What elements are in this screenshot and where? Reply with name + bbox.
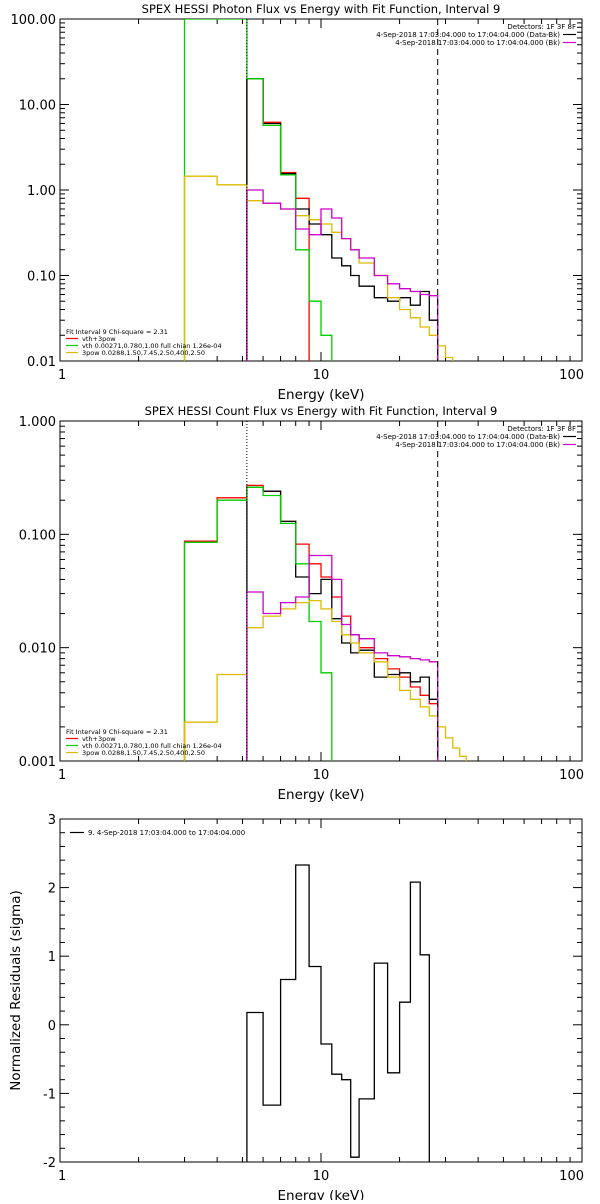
fit-legend-entry: vth 0.00271,0.780,1.00 full chian 1.26e-… bbox=[82, 742, 222, 750]
series-group bbox=[246, 864, 430, 1162]
series-line-1 bbox=[246, 78, 310, 361]
fit-legend-header: Fit Interval 9 Chi-square = 2.31 bbox=[66, 328, 168, 336]
x-tick-label: 1 bbox=[58, 768, 66, 783]
legend-header: Detectors: 1F 3F 8F bbox=[507, 23, 576, 31]
x-tick-label: 1 bbox=[58, 1169, 66, 1184]
series-line-3 bbox=[183, 486, 333, 761]
series-line-1 bbox=[183, 484, 439, 761]
series-group bbox=[183, 19, 454, 361]
x-tick-label: 1 bbox=[58, 368, 66, 383]
legend-entry: 4-Sep-2018 17:03:04.000 to 17:04:04.000 … bbox=[395, 441, 560, 449]
chart-panel-2: SPEX HESSI Count Flux vs Energy with Fit… bbox=[19, 404, 584, 803]
x-tick-label: 10 bbox=[313, 768, 330, 783]
y-tick-label: 0.001 bbox=[19, 755, 56, 770]
y-tick-label: 1 bbox=[48, 950, 56, 965]
legend-entry: 4-Sep-2018 17:03:04.000 to 17:04:04.000 … bbox=[376, 433, 560, 441]
chart-panel-1: SPEX HESSI Photon Flux vs Energy with Fi… bbox=[11, 2, 585, 403]
fit-legend-entry: vth+3pow bbox=[82, 735, 116, 743]
series-line-2 bbox=[246, 486, 439, 761]
chart-title: SPEX HESSI Count Flux vs Energy with Fit… bbox=[145, 404, 498, 418]
fit-legend-entry: 3pow 0.0288,1.50,7.45,2.50,400,2.50 bbox=[82, 349, 205, 357]
y-tick-label: 1.000 bbox=[19, 415, 56, 430]
y-tick-label: 10.00 bbox=[19, 99, 56, 114]
y-tick-label: 0 bbox=[48, 1019, 56, 1034]
y-tick-label: 0.01 bbox=[27, 355, 56, 370]
y-tick-label: 3 bbox=[48, 813, 56, 828]
x-axis-label: Energy (keV) bbox=[278, 387, 365, 403]
y-tick-label: -2 bbox=[43, 1156, 56, 1171]
x-axis-label: Energy (keV) bbox=[278, 787, 365, 803]
series-line-4 bbox=[183, 599, 467, 761]
series-line-5 bbox=[246, 554, 439, 761]
chart-title: SPEX HESSI Photon Flux vs Energy with Fi… bbox=[142, 2, 501, 16]
legend-entry: 4-Sep-2018 17:03:04.000 to 17:04:04.000 … bbox=[376, 31, 560, 39]
chart-panel-3: 1 10 100 -2 -1 0 1 2 3 Energy (keV) Normalized Res… bbox=[8, 813, 584, 1204]
x-axis-label: Energy (keV) bbox=[278, 1188, 365, 1200]
series-group bbox=[183, 484, 467, 761]
series-line-2 bbox=[246, 78, 439, 361]
x-tick-label: 100 bbox=[559, 368, 584, 383]
legend-entry: 9. 4-Sep-2018 17:03:04.000 to 17:04:04.0… bbox=[88, 829, 245, 837]
y-tick-label: 0.010 bbox=[19, 642, 56, 657]
fit-legend-entry: vth+3pow bbox=[82, 335, 116, 343]
y-tick-label: 0.10 bbox=[27, 270, 56, 285]
series-line-5 bbox=[246, 189, 439, 361]
y-tick-label: 2 bbox=[48, 882, 56, 897]
series-line-1 bbox=[246, 864, 430, 1162]
fit-legend-header: Fit Interval 9 Chi-square = 2.31 bbox=[66, 728, 168, 736]
y-tick-label: 1.00 bbox=[27, 184, 56, 199]
y-tick-label: -1 bbox=[43, 1087, 56, 1102]
legend-entry: 4-Sep-2018 17:03:04.000 to 17:04:04.000 … bbox=[395, 39, 560, 47]
fit-legend-entry: 3pow 0.0288,1.50,7.45,2.50,400,2.50 bbox=[82, 749, 205, 757]
x-tick-label: 10 bbox=[313, 1169, 330, 1184]
x-tick-label: 100 bbox=[559, 1169, 584, 1184]
series-line-3 bbox=[183, 19, 333, 361]
y-tick-label: 100.00 bbox=[11, 13, 57, 28]
x-tick-label: 100 bbox=[559, 768, 584, 783]
y-tick-label: 0.100 bbox=[19, 528, 56, 543]
fit-legend-entry: vth 0.00271,0.780,1.00 full chian 1.26e-… bbox=[82, 342, 222, 350]
legend-header: Detectors: 1F 3F 8F bbox=[507, 425, 576, 433]
y-axis-label: Normalized Residuals (sigma) bbox=[8, 890, 24, 1091]
x-tick-label: 10 bbox=[313, 368, 330, 383]
series-line-4 bbox=[183, 175, 454, 361]
